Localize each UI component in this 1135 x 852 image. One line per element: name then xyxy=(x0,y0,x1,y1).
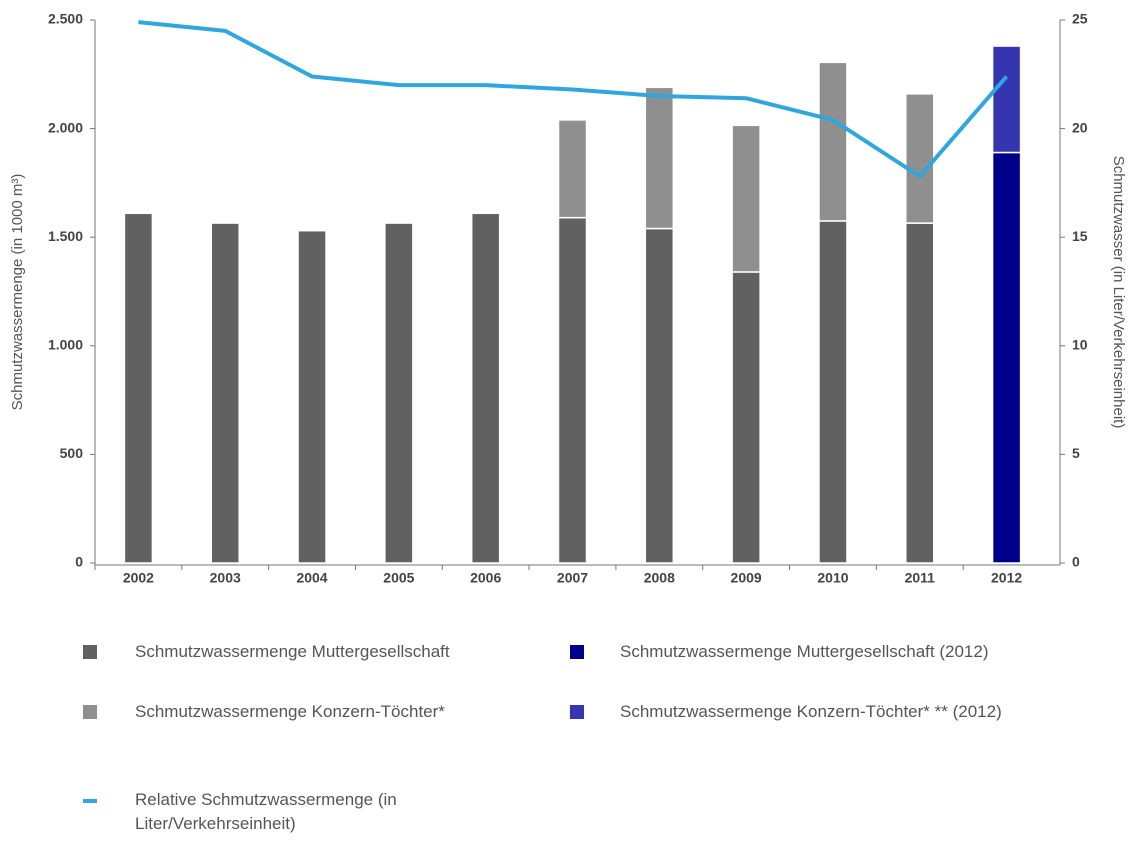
bar-segment xyxy=(991,45,1022,154)
bar-segment xyxy=(384,222,414,564)
y2-tick-label: 15 xyxy=(1072,228,1088,244)
legend-label: Schmutzwassermenge Muttergesellschaft xyxy=(135,642,450,661)
y-tick-label: 2.500 xyxy=(48,11,83,27)
legend-label: Relative Schmutzwassermenge (in Liter/Ve… xyxy=(135,790,397,833)
y-tick-label: 2.000 xyxy=(48,119,83,135)
x-tick-label: 2002 xyxy=(123,570,154,586)
y-axis-title: Schmutzwassermenge (in 1000 m³) xyxy=(9,174,26,411)
y2-tick-label: 20 xyxy=(1072,119,1088,135)
bar-segment xyxy=(557,119,588,219)
x-tick-label: 2008 xyxy=(644,570,675,586)
bar-segment xyxy=(731,271,761,564)
bar-segment xyxy=(818,220,848,564)
legend-swatch xyxy=(570,705,584,719)
x-tick-label: 2004 xyxy=(296,570,327,586)
x-tick-label: 2011 xyxy=(905,570,936,586)
bar-segment xyxy=(818,61,848,222)
bar-segment xyxy=(297,229,327,564)
bar-segment xyxy=(644,227,675,564)
legend-label: Schmutzwassermenge Konzern-Töchter* ** (… xyxy=(620,702,1002,721)
y-tick-label: 500 xyxy=(60,445,84,461)
legend-swatch xyxy=(570,645,584,659)
bar-segment xyxy=(210,222,240,564)
bar-segment xyxy=(905,93,935,224)
legend-swatch xyxy=(83,645,97,659)
bar-segment xyxy=(557,216,588,564)
y-tick-label: 1.500 xyxy=(48,228,83,244)
line-series xyxy=(138,20,1009,179)
y2-axis-title: Schmutzwasser (in Liter/Verkehrseinheit) xyxy=(1110,156,1127,429)
x-tick-label: 2010 xyxy=(817,570,848,586)
x-tick-label: 2007 xyxy=(557,570,588,586)
chart: Schmutzwassermenge (in 1000 m³) Schmutzw… xyxy=(9,11,1127,586)
legend-swatch xyxy=(83,705,97,719)
bar-segment xyxy=(991,151,1022,564)
y-tick-label: 0 xyxy=(75,554,83,570)
legend-swatch xyxy=(83,799,97,803)
x-tick-label: 2006 xyxy=(470,570,501,586)
x-tick-label: 2003 xyxy=(210,570,241,586)
y2-tick-label: 5 xyxy=(1072,445,1080,461)
bar-segment xyxy=(731,124,761,273)
bar-segment xyxy=(905,222,935,564)
y-tick-label: 1.000 xyxy=(48,337,83,353)
x-tick-label: 2005 xyxy=(383,570,414,586)
bar-segment xyxy=(644,86,675,230)
x-tick-label: 2009 xyxy=(731,570,762,586)
y2-tick-label: 0 xyxy=(1072,554,1080,570)
x-tick-label: 2012 xyxy=(991,570,1022,586)
bar-segment xyxy=(470,212,501,564)
bar-segment xyxy=(123,212,154,564)
y2-tick-label: 25 xyxy=(1072,11,1088,27)
y2-tick-label: 10 xyxy=(1072,337,1088,353)
legend-label: Schmutzwassermenge Konzern-Töchter* xyxy=(135,702,445,721)
legend-label: Schmutzwassermenge Muttergesellschaft (2… xyxy=(620,642,989,661)
